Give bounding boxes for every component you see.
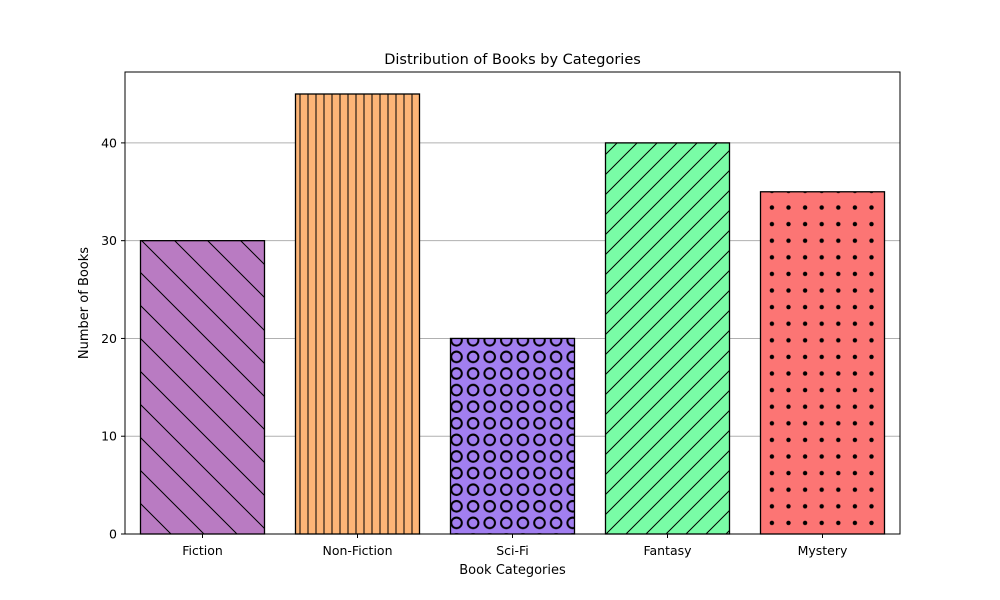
bar-hatch [139,240,266,535]
bar-non-fiction [294,93,421,535]
bar-fiction [139,240,266,535]
bars [139,93,886,535]
bar-hatch [759,191,886,535]
y-tick-label: 0 [109,527,117,542]
y-axis-label: Number of Books [77,247,92,359]
x-tick-label: Sci-Fi [496,543,529,558]
bar-mystery [759,191,886,535]
bar-hatch [294,93,421,535]
x-tick-label: Fantasy [643,543,692,558]
x-tick-label: Non-Fiction [322,543,392,558]
y-tick-label: 10 [101,429,117,444]
y-tick-label: 30 [101,233,117,248]
y-tick-label: 20 [101,331,117,346]
chart-title: Distribution of Books by Categories [384,52,641,68]
x-tick-label: Fiction [182,543,223,558]
y-axis: 0 10 20 30 40 [101,135,125,542]
bar-fantasy [604,142,731,535]
x-axis: Fiction Non-Fiction Sci-Fi Fantasy Mystery [182,534,848,558]
x-tick-label: Mystery [798,543,848,558]
bar-hatch [449,337,576,535]
y-tick-label: 40 [101,135,117,150]
x-axis-label: Book Categories [459,563,566,578]
bar-sci-fi [449,337,576,535]
bar-hatch [604,142,731,535]
